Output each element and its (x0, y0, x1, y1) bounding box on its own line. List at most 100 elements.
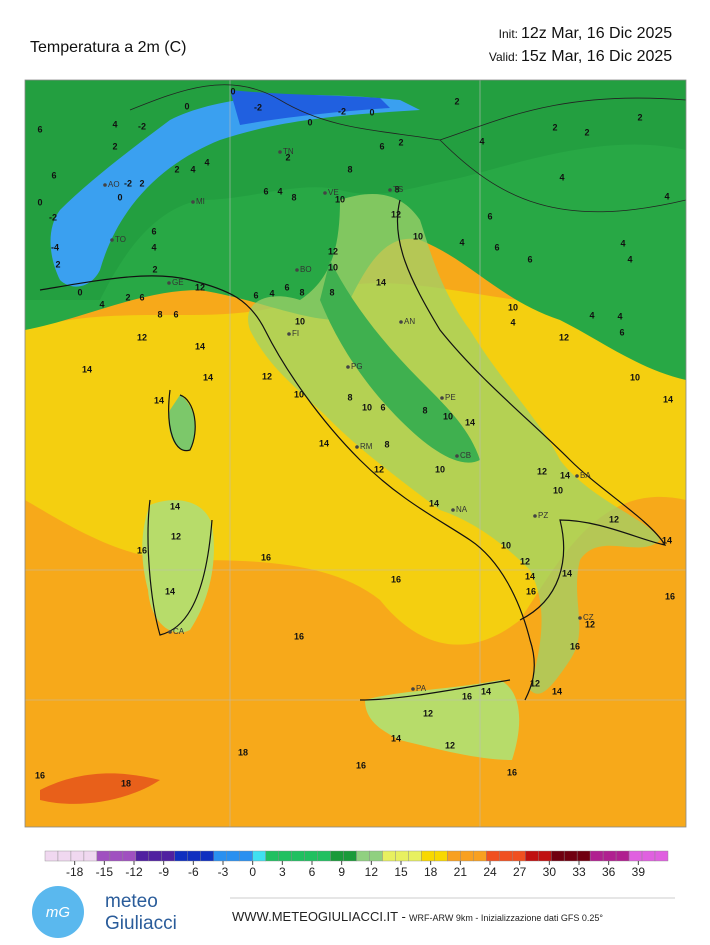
colorbar-tick-label: -15 (96, 865, 114, 879)
colorbar-swatch (563, 850, 578, 862)
city-dot (346, 365, 350, 369)
city-label: PE (445, 393, 456, 402)
colorbar-swatch (395, 850, 409, 862)
city-dot (399, 320, 403, 324)
temperature-label: 8 (299, 287, 304, 297)
temperature-label: 10 (553, 485, 563, 495)
city-dot (278, 150, 282, 154)
temperature-label: 14 (82, 364, 92, 374)
colorbar-tick-label: 27 (513, 865, 527, 879)
temperature-label: 6 (51, 170, 56, 180)
colorbar-swatch (57, 850, 72, 862)
temperature-label: 10 (630, 372, 640, 382)
temperature-label: 16 (35, 770, 45, 780)
temperature-label: 0 (184, 101, 189, 111)
temperature-label: 2 (125, 292, 130, 302)
temperature-label: 4 (559, 172, 564, 182)
temperature-label: 8 (384, 439, 389, 449)
footer-model: WRF-ARW 9km - Inizializzazione dati GFS … (409, 913, 603, 923)
temperature-label: 8 (329, 287, 334, 297)
temperature-label: 12 (374, 464, 384, 474)
colorbar-swatch (200, 850, 214, 862)
colorbar-swatch (382, 850, 396, 862)
temperature-label: 16 (665, 591, 675, 601)
city-label: RM (360, 442, 373, 451)
temperature-label: 6 (494, 242, 499, 252)
colorbar-swatch (122, 850, 137, 862)
colorbar-swatch (278, 850, 292, 862)
city-label: TO (115, 235, 126, 244)
colorbar-swatch (499, 850, 513, 862)
temperature-label: 14 (552, 686, 562, 696)
city-label: VE (328, 188, 339, 197)
temperature-label: 12 (391, 209, 401, 219)
temperature-label: 8 (422, 405, 427, 415)
valid-time: 15z Mar, 16 Dic 2025 (521, 48, 672, 65)
colorbar-tick-label: 9 (338, 865, 345, 879)
temperature-label: -2 (49, 212, 57, 222)
colorbar-swatch (96, 850, 111, 862)
city-dot (110, 238, 114, 242)
temperature-label: 8 (291, 192, 296, 202)
city-label: PZ (538, 511, 548, 520)
logo-mark (32, 886, 84, 938)
valid-label: Valid: (489, 50, 518, 64)
temperature-label: 0 (37, 197, 42, 207)
temperature-label: 2 (139, 178, 144, 188)
colorbar-tick-label: -18 (66, 865, 84, 879)
temperature-label: 2 (584, 127, 589, 137)
temperature-label: -2 (124, 178, 132, 188)
temperature-label: 10 (413, 231, 423, 241)
temperature-label: 0 (307, 117, 312, 127)
colorbar-swatch (291, 850, 305, 862)
colorbar-swatch (434, 850, 448, 862)
temperature-label: 16 (261, 552, 271, 562)
temperature-label: 4 (479, 136, 484, 146)
temperature-label: 4 (99, 299, 104, 309)
colorbar-tick-label: -6 (188, 865, 199, 879)
colorbar-swatch (161, 850, 175, 862)
temperature-label: 12 (585, 619, 595, 629)
title: Temperatura a 2m (C) (30, 39, 187, 56)
temperature-label: 14 (165, 586, 175, 596)
temperature-label: 10 (501, 540, 511, 550)
colorbar-swatch (330, 850, 344, 862)
temperature-label: 2 (454, 96, 459, 106)
colorbar-tick-label: 30 (543, 865, 557, 879)
temperature-label: 4 (112, 119, 117, 129)
footer-site: WWW.METEOGIULIACCI.IT - (232, 909, 406, 924)
colorbar-swatch (421, 850, 435, 862)
colorbar-swatch (356, 850, 370, 862)
city-dot (411, 687, 415, 691)
colorbar-swatch (408, 850, 422, 862)
temperature-label: -2 (254, 102, 262, 112)
init-time: 12z Mar, 16 Dic 2025 (521, 25, 672, 42)
colorbar-tick-label: 36 (602, 865, 616, 879)
colorbar-swatch (550, 850, 565, 862)
temperature-label: 16 (294, 631, 304, 641)
temperature-label: 10 (294, 389, 304, 399)
temperature-label: 14 (170, 501, 180, 511)
city-label: TN (283, 147, 294, 156)
temperature-label: 0 (117, 192, 122, 202)
city-label: BA (580, 471, 591, 480)
temperature-label: 6 (37, 124, 42, 134)
temperature-label: 6 (619, 327, 624, 337)
temperature-label: 2 (285, 152, 290, 162)
colorbar-swatch (628, 850, 643, 862)
city-dot (451, 508, 455, 512)
city-dot (440, 396, 444, 400)
city-dot (168, 630, 172, 634)
temperature-label: 12 (537, 466, 547, 476)
colorbar-tick-label: 12 (365, 865, 379, 879)
temperature-label: 6 (173, 309, 178, 319)
temperature-label: 10 (435, 464, 445, 474)
temperature-label: 4 (459, 237, 464, 247)
temperature-label: 6 (253, 290, 258, 300)
temperature-label: 14 (560, 470, 570, 480)
temperature-label: 4 (620, 238, 625, 248)
temperature-label: 10 (508, 302, 518, 312)
temperature-label: 2 (174, 164, 179, 174)
